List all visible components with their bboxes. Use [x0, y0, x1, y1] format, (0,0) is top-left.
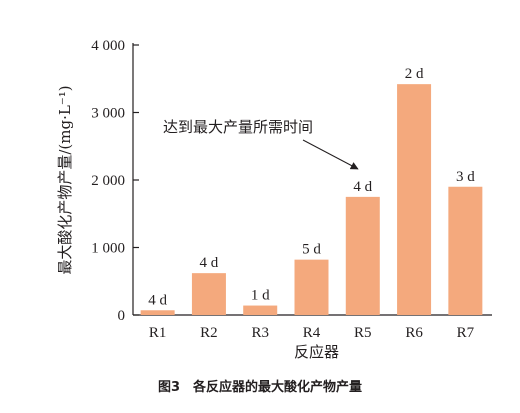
bar-r1 [140, 310, 175, 315]
y-tick-label: 4 000 [91, 38, 125, 54]
chart-axes: 0 1 000 2 000 3 000 4 000 最大酸化产物产量/(mg·L⁻¹) 反应… [56, 38, 492, 361]
x-tick-label: R3 [251, 325, 269, 341]
data-label: 5 d [302, 242, 321, 258]
data-label: 4 d [353, 179, 372, 195]
bar-r6 [397, 84, 432, 316]
bar-r7 [448, 186, 483, 315]
y-tick-label: 0 [118, 308, 126, 324]
y-tick-label: 3 000 [91, 106, 125, 122]
x-tick-label: R4 [303, 325, 321, 341]
data-label: 3 d [456, 169, 475, 185]
y-tick-label: 1 000 [91, 241, 125, 257]
bar-chart: 0 1 000 2 000 3 000 4 000 最大酸化产物产量/(mg·L⁻¹) 反应… [56, 38, 492, 361]
data-label: 2 d [405, 66, 424, 82]
x-tick-label: R5 [354, 325, 372, 341]
data-label: 4 d [148, 292, 167, 308]
x-tick-label: R7 [457, 325, 475, 341]
y-axis-title: 最大酸化产物产量/(mg·L⁻¹) [56, 85, 74, 274]
x-tick-label: R2 [200, 325, 218, 341]
bar-r5 [345, 196, 380, 315]
annotation-group: 达到最大产量所需时间 [163, 118, 359, 170]
x-tick-label: R1 [149, 325, 167, 341]
bar-r3 [243, 305, 278, 315]
annotation-arrow [302, 139, 359, 170]
data-label: 4 d [200, 255, 219, 271]
bars-group [140, 84, 483, 316]
x-axis-title: 反应器 [294, 343, 339, 361]
figure-caption: 图3 各反应器的最大酸化产物产量 [157, 380, 363, 395]
annotation-text: 达到最大产量所需时间 [163, 118, 313, 136]
bar-r2 [191, 273, 226, 315]
data-label: 1 d [251, 288, 270, 304]
x-tick-label: R6 [405, 325, 423, 341]
y-tick-label: 2 000 [91, 173, 125, 189]
bar-r4 [294, 259, 329, 315]
labels-group: R1 4 d R2 4 d R3 1 d R4 5 d R5 4 d R6 2 d R7 3 d [148, 66, 475, 341]
